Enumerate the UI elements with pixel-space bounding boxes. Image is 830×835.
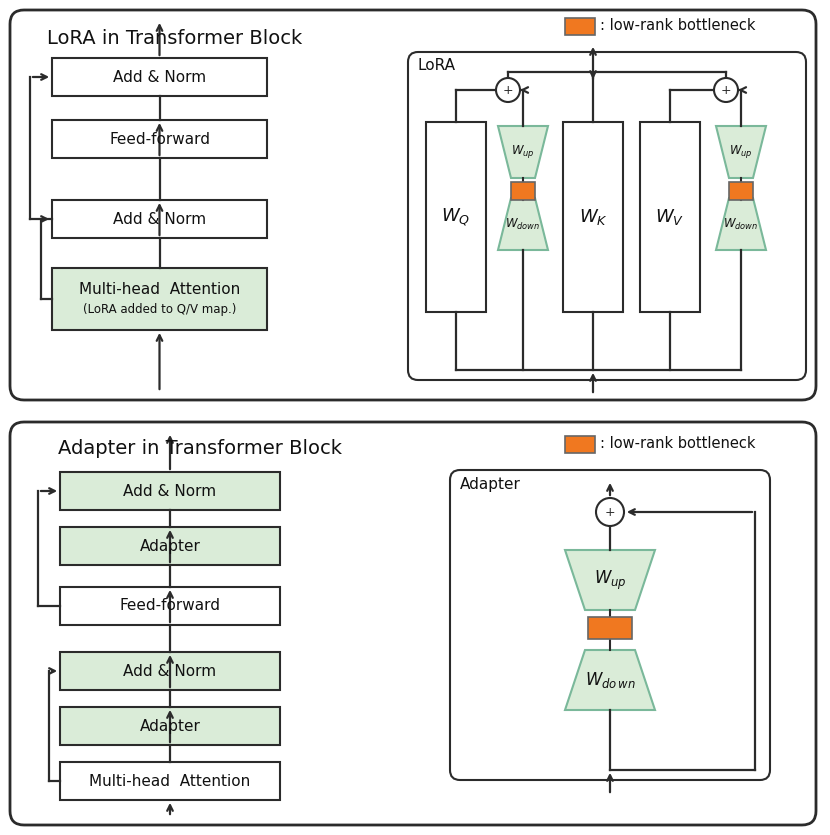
Text: $W_{do\,wn}$: $W_{do\,wn}$ (584, 670, 636, 690)
Circle shape (496, 78, 520, 102)
Polygon shape (716, 126, 766, 178)
Text: $W_V$: $W_V$ (656, 207, 685, 227)
Bar (563, 122, 623, 312)
Bar (511, 182, 535, 200)
Text: LoRA in Transformer Block: LoRA in Transformer Block (47, 28, 303, 48)
Polygon shape (565, 550, 655, 610)
Text: Add & Norm: Add & Norm (113, 69, 206, 84)
Bar (588, 617, 632, 639)
Bar (60, 472, 280, 510)
Bar (60, 652, 280, 690)
Bar (426, 122, 486, 312)
Text: $W_Q$: $W_Q$ (442, 206, 471, 228)
Bar (60, 527, 280, 565)
FancyBboxPatch shape (408, 52, 806, 380)
Text: Multi-head  Attention: Multi-head Attention (90, 773, 251, 788)
Text: Feed-forward: Feed-forward (120, 599, 221, 614)
Bar (640, 122, 700, 312)
Text: $W_{up}$: $W_{up}$ (511, 144, 535, 160)
Text: Add & Norm: Add & Norm (124, 483, 217, 498)
Bar (52, 268, 267, 330)
Text: Adapter: Adapter (139, 539, 200, 554)
FancyBboxPatch shape (450, 470, 770, 780)
Text: +: + (720, 84, 731, 97)
Bar (729, 182, 753, 200)
Bar (565, 436, 595, 453)
Bar (60, 762, 280, 800)
Bar (52, 120, 267, 158)
Bar (60, 707, 280, 745)
Text: Add & Norm: Add & Norm (124, 664, 217, 679)
Text: $W_{up}$: $W_{up}$ (593, 569, 627, 592)
Text: $W_{down}$: $W_{down}$ (505, 216, 540, 231)
Bar (52, 200, 267, 238)
Text: : low-rank bottleneck: : low-rank bottleneck (600, 18, 755, 33)
Text: Adapter: Adapter (139, 718, 200, 733)
Text: Feed-forward: Feed-forward (109, 131, 210, 146)
Circle shape (596, 498, 624, 526)
Polygon shape (498, 126, 548, 178)
Circle shape (714, 78, 738, 102)
Polygon shape (565, 650, 655, 710)
FancyBboxPatch shape (10, 10, 816, 400)
Text: Adapter in Transformer Block: Adapter in Transformer Block (58, 438, 342, 458)
Text: Adapter: Adapter (460, 477, 520, 492)
Text: LoRA: LoRA (417, 58, 455, 73)
FancyBboxPatch shape (10, 422, 816, 825)
Text: $W_{down}$: $W_{down}$ (724, 216, 759, 231)
Polygon shape (498, 198, 548, 250)
Text: $W_{up}$: $W_{up}$ (729, 144, 753, 160)
Bar (60, 587, 280, 625)
Text: (LoRA added to Q/V map.): (LoRA added to Q/V map.) (83, 302, 237, 316)
Text: Add & Norm: Add & Norm (113, 211, 206, 226)
Polygon shape (716, 198, 766, 250)
Text: $W_K$: $W_K$ (579, 207, 608, 227)
Text: +: + (605, 505, 615, 519)
Text: Multi-head  Attention: Multi-head Attention (79, 281, 240, 296)
Bar (565, 18, 595, 35)
Text: : low-rank bottleneck: : low-rank bottleneck (600, 437, 755, 452)
Bar (52, 58, 267, 96)
Text: +: + (503, 84, 513, 97)
